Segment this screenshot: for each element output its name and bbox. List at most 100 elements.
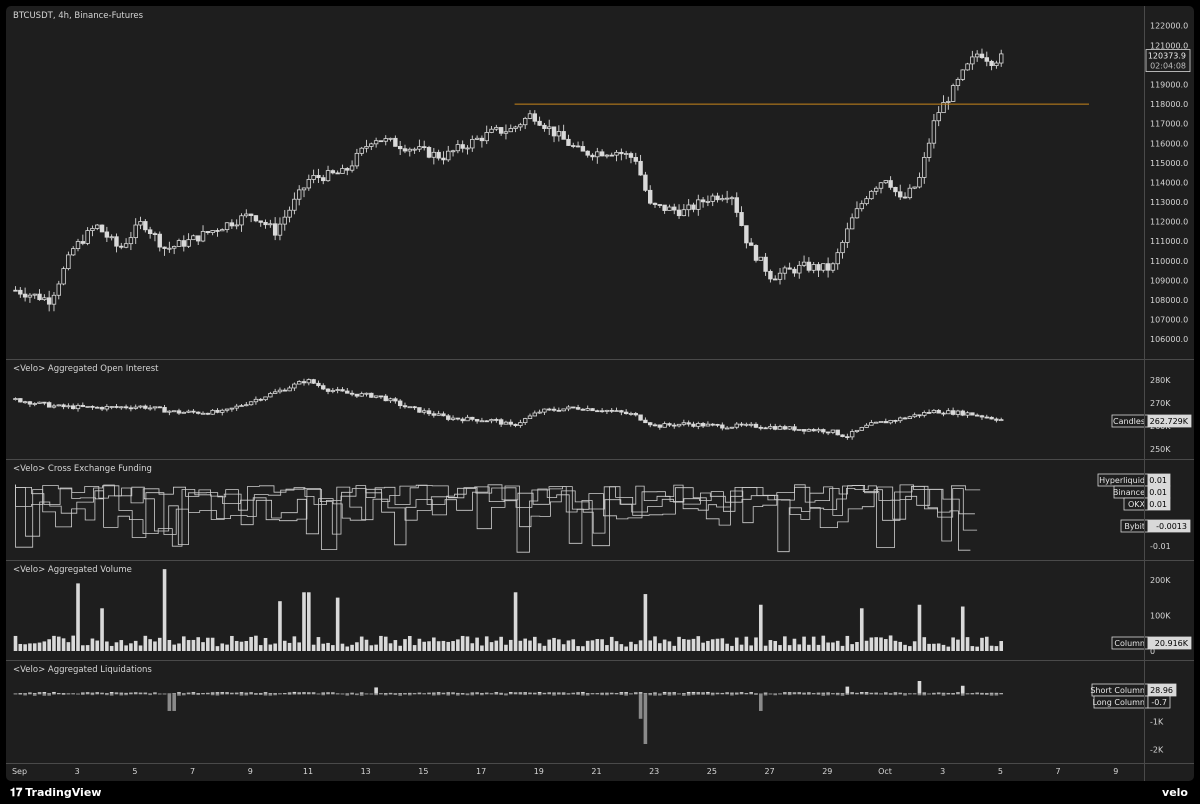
liq-long-bar — [643, 693, 648, 744]
liq-long-bar — [869, 693, 874, 695]
price-candle-body — [604, 154, 610, 157]
volume-bar — [633, 644, 638, 651]
price-candle-body — [470, 139, 475, 149]
funding-value-binance: 0.01 — [1149, 488, 1167, 497]
liq-short-bar — [571, 692, 576, 694]
oi-candle-body — [123, 406, 129, 409]
price-axis-tick: 110000.0 — [1150, 257, 1188, 266]
liq-long-bar — [61, 693, 66, 696]
volume-bar — [706, 640, 710, 651]
liq-long-bar — [864, 693, 869, 695]
liq-long-bar — [66, 693, 71, 695]
volume-bar — [884, 639, 888, 651]
liq-value-long-box — [1147, 695, 1171, 709]
oi-candle-body — [926, 412, 932, 414]
price-candle-body — [768, 270, 773, 280]
volume-bar — [864, 640, 869, 651]
volume-bar — [302, 592, 306, 651]
price-candle-body — [95, 224, 100, 229]
liq-long-bar — [686, 693, 691, 696]
liq-short-bar — [960, 685, 965, 694]
oi-candle-body — [811, 429, 816, 432]
price-candle-body — [960, 69, 965, 80]
oi-candle-body — [229, 407, 235, 410]
volume-bar — [946, 646, 951, 651]
oi-candle-body — [51, 405, 57, 408]
liq-long-bar — [403, 693, 407, 695]
liq-short-bar — [994, 692, 999, 694]
oi-candle-body — [547, 408, 552, 411]
liq-legend-short: Short Column — [1090, 686, 1145, 695]
liq-long-bar — [528, 693, 532, 695]
oi-candle-body — [878, 421, 884, 423]
price-candle-body — [119, 245, 124, 248]
volume-bar — [181, 636, 186, 651]
liq-long-bar — [268, 693, 273, 696]
liq-short-bar — [133, 692, 138, 694]
price-candle-body — [335, 172, 340, 175]
liq-long-bar — [230, 693, 234, 695]
price-candle-body — [268, 223, 273, 226]
price-candle-body — [301, 187, 307, 191]
price-candle-body — [989, 60, 994, 67]
tradingview-logo[interactable]: 𝟏𝟕 TradingView — [10, 786, 101, 800]
liq-short-bar — [855, 692, 859, 694]
volume-bar — [90, 638, 95, 651]
liq-long-bar — [682, 693, 686, 696]
price-axis-tick: 118000.0 — [1150, 100, 1188, 109]
volume-bar — [734, 637, 739, 651]
oi-candle-body — [335, 389, 340, 391]
liq-long-bar — [244, 693, 249, 696]
liq-long-bar — [960, 693, 965, 696]
liq-short-bar — [456, 692, 460, 694]
volume-bar — [696, 636, 701, 651]
funding-line-hyperliquid — [15, 484, 981, 553]
symbol-label[interactable]: BTCUSDT, 4h, Binance-Futures — [13, 11, 144, 21]
oi-candle-body — [465, 416, 470, 422]
liq-long-bar — [475, 693, 479, 695]
liq-long-bar — [518, 693, 523, 695]
price-candle-body — [518, 124, 523, 128]
liq-long-bar — [941, 693, 946, 696]
oi-candle-body — [311, 379, 316, 384]
volume-pane-label[interactable]: <Velo> Aggregated Volume — [13, 565, 132, 575]
liq-long-bar — [840, 693, 845, 696]
liq-long-bar — [850, 693, 854, 695]
oi-candle-body — [888, 419, 893, 424]
pane-separator[interactable] — [6, 560, 1194, 561]
price-candle-body — [446, 150, 451, 161]
oi-candle-body — [522, 418, 528, 423]
price-candle-body — [388, 137, 393, 140]
volume-bar — [335, 597, 340, 651]
pane-separator[interactable] — [6, 459, 1194, 460]
pane-separator[interactable] — [6, 660, 1194, 661]
price-candle-body — [941, 102, 946, 114]
liq-short-bar — [119, 692, 124, 694]
oi-candle-body — [527, 415, 533, 419]
price-candle-body — [258, 220, 263, 223]
oi-pane-label[interactable]: <Velo> Aggregated Open Interest — [13, 364, 159, 374]
liq-long-bar — [432, 693, 436, 696]
oi-candle-body — [705, 423, 711, 427]
liq-short-bar — [215, 692, 220, 694]
volume-bar — [254, 635, 258, 651]
liq-long-bar — [249, 693, 253, 695]
liq-short-bar — [643, 693, 648, 694]
volume-bar — [297, 642, 301, 651]
liq-long-bar — [254, 693, 258, 695]
volume-bar — [138, 645, 143, 651]
liquidations-pane-label[interactable]: <Velo> Aggregated Liquidations — [13, 665, 152, 675]
oi-candle-body — [931, 409, 937, 414]
price-candle-body — [152, 233, 158, 236]
liq-short-bar — [441, 692, 446, 694]
pane-separator[interactable] — [6, 359, 1194, 360]
chart-canvas[interactable]: 122000.0121000.0120000.0119000.0118000.0… — [6, 6, 1194, 781]
volume-bar — [220, 643, 225, 651]
volume-bar — [465, 636, 470, 651]
liq-short-bar — [874, 692, 878, 694]
price-candle-body — [56, 283, 61, 296]
volume-bar — [340, 643, 345, 651]
funding-pane-label[interactable]: <Velo> Cross Exchange Funding — [13, 464, 152, 474]
price-candle-body — [345, 168, 350, 171]
liq-long-bar — [196, 693, 201, 696]
